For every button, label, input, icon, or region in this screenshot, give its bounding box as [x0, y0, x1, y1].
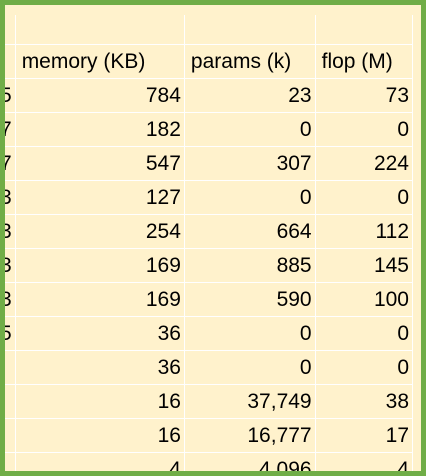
- cell-memory[interactable]: 254: [15, 214, 185, 249]
- header-row: memory (KB) params (k) flop (M): [5, 44, 414, 79]
- cell-memory[interactable]: 36: [15, 350, 185, 385]
- cell-partial[interactable]: [5, 350, 16, 385]
- cell[interactable]: [5, 15, 16, 45]
- cell-partial[interactable]: 3: [5, 214, 16, 249]
- cell-params[interactable]: 664: [184, 214, 316, 249]
- cell-params[interactable]: 0: [184, 112, 316, 147]
- cell-params[interactable]: 23: [184, 78, 316, 113]
- header-cell-params[interactable]: params (k): [184, 44, 316, 79]
- table-row: 36 0 0: [5, 350, 414, 385]
- cell-partial[interactable]: 3: [5, 248, 16, 283]
- cell-memory[interactable]: 16: [15, 418, 185, 453]
- cell-params[interactable]: 37,749: [184, 384, 316, 419]
- cell-memory[interactable]: 36: [15, 316, 185, 351]
- table-row: 16 16,777 17: [5, 418, 414, 453]
- cell-params[interactable]: 0: [184, 350, 316, 385]
- cell-memory[interactable]: 547: [15, 146, 185, 181]
- cell-flop[interactable]: 224: [315, 146, 414, 181]
- cell-params[interactable]: 4,096: [184, 452, 316, 471]
- cell-flop[interactable]: 0: [315, 350, 414, 385]
- table-row: 5 784 23 73: [5, 78, 414, 113]
- cell-params[interactable]: 0: [184, 180, 316, 215]
- header-cell-memory[interactable]: memory (KB): [15, 44, 185, 79]
- blank-row: [5, 15, 414, 45]
- cell-partial[interactable]: 7: [5, 146, 16, 181]
- table-row: 16 37,749 38: [5, 384, 414, 419]
- cell-memory[interactable]: 127: [15, 180, 185, 215]
- spreadsheet-table: memory (KB) params (k) flop (M) 5 784 23…: [5, 15, 414, 471]
- table-row: 3 127 0 0: [5, 180, 414, 215]
- table-row: 5 36 0 0: [5, 316, 414, 351]
- cell-flop[interactable]: 145: [315, 248, 414, 283]
- table-row: 7 547 307 224: [5, 146, 414, 181]
- cell-partial[interactable]: [5, 418, 16, 453]
- cell-flop[interactable]: 0: [315, 180, 414, 215]
- cell-partial[interactable]: [5, 452, 16, 471]
- cell-params[interactable]: 0: [184, 316, 316, 351]
- cell-partial[interactable]: [5, 384, 16, 419]
- cell-memory[interactable]: 16: [15, 384, 185, 419]
- table-row: 3 169 885 145: [5, 248, 414, 283]
- cell-flop[interactable]: 0: [315, 112, 414, 147]
- cell-params[interactable]: 307: [184, 146, 316, 181]
- cell-memory[interactable]: 182: [15, 112, 185, 147]
- table-row: 3 254 664 112: [5, 214, 414, 249]
- header-cell-partial[interactable]: [5, 44, 16, 79]
- cell-partial[interactable]: 7: [5, 112, 16, 147]
- cell-flop[interactable]: 112: [315, 214, 414, 249]
- cell-flop[interactable]: 4: [315, 452, 414, 471]
- cell-memory[interactable]: 169: [15, 282, 185, 317]
- table-row: 4 4,096 4: [5, 452, 414, 471]
- cell-params[interactable]: 16,777: [184, 418, 316, 453]
- cell-partial[interactable]: 3: [5, 180, 16, 215]
- table-row: 3 169 590 100: [5, 282, 414, 317]
- cell-memory[interactable]: 784: [15, 78, 185, 113]
- cell-flop[interactable]: 73: [315, 78, 414, 113]
- table-row: 7 182 0 0: [5, 112, 414, 147]
- cell-partial[interactable]: 3: [5, 282, 16, 317]
- cell-params[interactable]: 885: [184, 248, 316, 283]
- cell-flop[interactable]: 0: [315, 316, 414, 351]
- cell-memory[interactable]: 4: [15, 452, 185, 471]
- cell-flop[interactable]: 100: [315, 282, 414, 317]
- cell-flop[interactable]: 17: [315, 418, 414, 453]
- header-cell-flop[interactable]: flop (M): [315, 44, 414, 79]
- cell[interactable]: [15, 15, 185, 45]
- cell-flop[interactable]: 38: [315, 384, 414, 419]
- cell-memory[interactable]: 169: [15, 248, 185, 283]
- cell[interactable]: [315, 15, 414, 45]
- cell[interactable]: [184, 15, 316, 45]
- cell-params[interactable]: 590: [184, 282, 316, 317]
- cell-partial[interactable]: 5: [5, 316, 16, 351]
- cell-partial[interactable]: 5: [5, 78, 16, 113]
